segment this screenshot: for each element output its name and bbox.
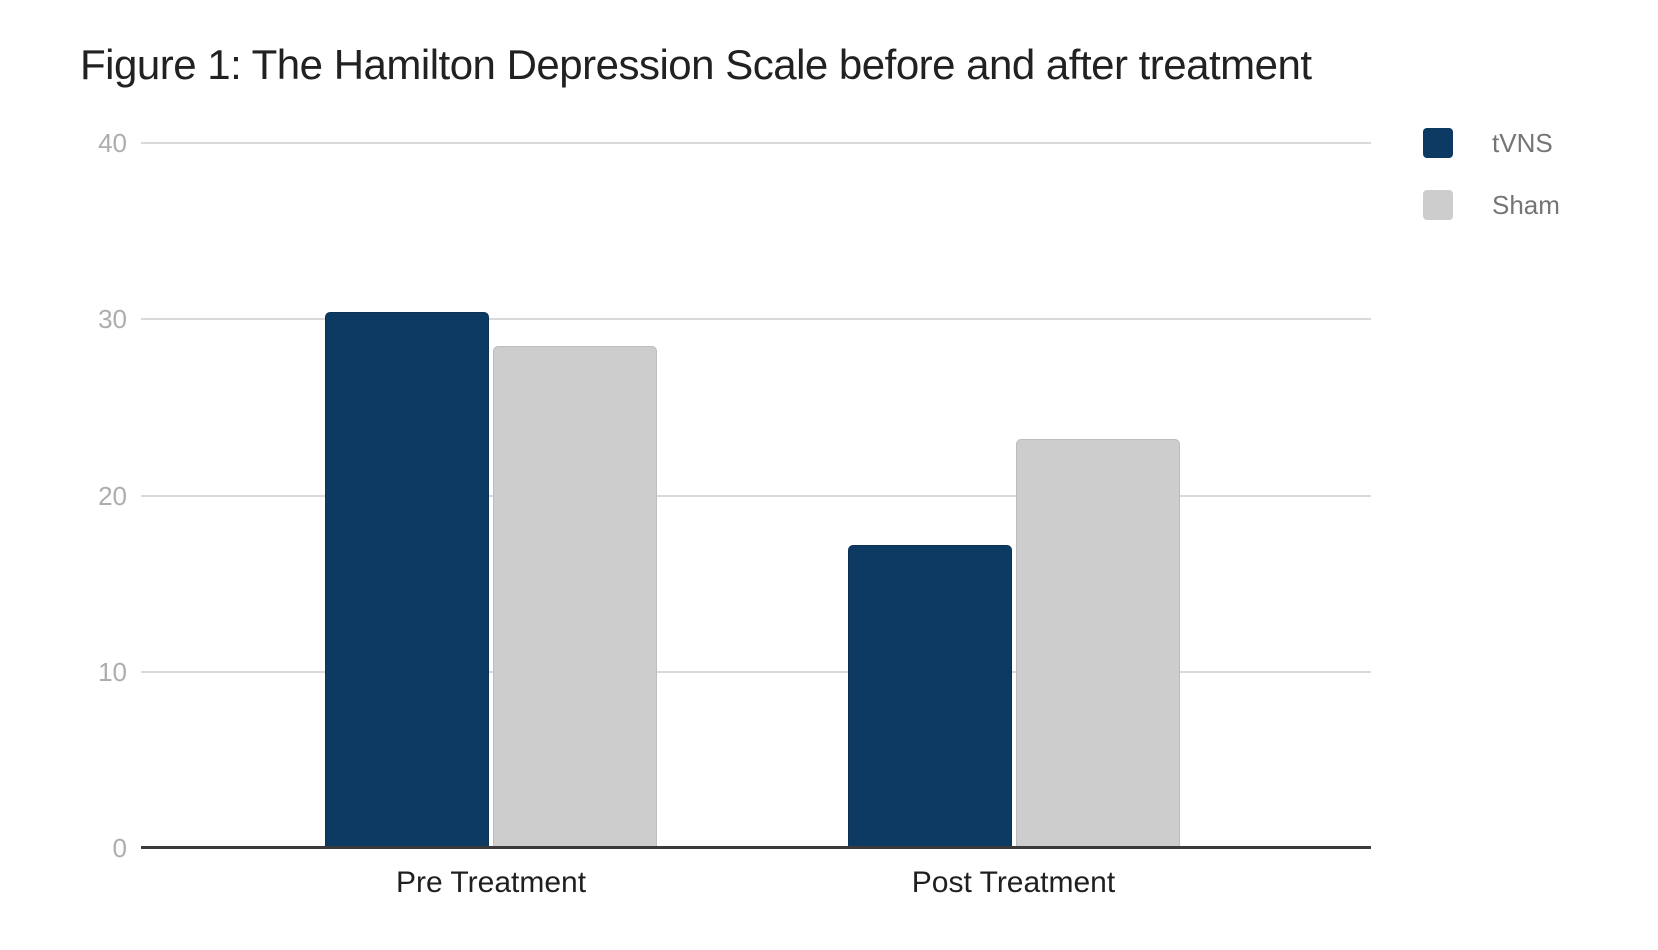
x-category-label-pre-treatment: Pre Treatment bbox=[395, 866, 587, 899]
bar-sham-pre-treatment[interactable] bbox=[493, 345, 657, 848]
bar-tvns-post-treatment[interactable] bbox=[847, 544, 1012, 848]
legend-label-tvns: tVNS bbox=[1492, 128, 1553, 158]
x-axis-line bbox=[141, 846, 1371, 849]
gridline-20 bbox=[141, 494, 1371, 497]
y-axis-tick-label-10: 10 bbox=[98, 656, 127, 687]
x-category-label-post-treatment: Post Treatment bbox=[911, 866, 1116, 899]
legend-item-sham[interactable]: Sham bbox=[1423, 190, 1560, 220]
y-axis-tick-label-20: 20 bbox=[98, 480, 127, 511]
chart-title: Figure 1: The Hamilton Depression Scale … bbox=[80, 41, 1312, 88]
bar-sham-post-treatment[interactable] bbox=[1015, 439, 1180, 848]
plot-area: Pre Treatment Post Treatment bbox=[141, 142, 1371, 899]
y-axis-tick-label-30: 30 bbox=[98, 304, 127, 335]
gridline-10 bbox=[141, 670, 1371, 673]
legend-swatch-sham-icon bbox=[1423, 190, 1453, 220]
bar-tvns-pre-treatment[interactable] bbox=[325, 312, 489, 848]
legend-item-tvns[interactable]: tVNS bbox=[1423, 128, 1560, 158]
y-axis-tick-label-0: 0 bbox=[112, 833, 127, 863]
gridline-40 bbox=[141, 142, 1371, 144]
gridline-30 bbox=[141, 318, 1371, 321]
legend-swatch-tvns-icon bbox=[1423, 128, 1453, 158]
legend-label-sham: Sham bbox=[1492, 190, 1560, 220]
legend: tVNS Sham bbox=[1423, 128, 1560, 252]
y-axis-tick-label-40: 40 bbox=[98, 128, 127, 158]
